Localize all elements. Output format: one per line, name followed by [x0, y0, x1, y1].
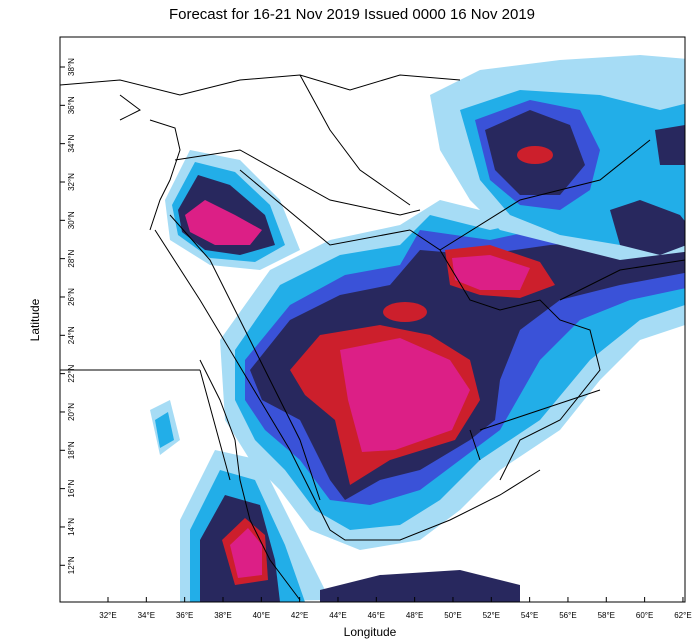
plot-area [59, 36, 686, 603]
x-axis-label: Longitude [344, 625, 397, 639]
contour [185, 200, 262, 245]
y-tick-label: 26°N [67, 288, 76, 306]
y-tick-label: 28°N [67, 249, 76, 267]
x-tick-label: 36°E [176, 611, 193, 620]
x-tick-label: 50°E [444, 611, 461, 620]
contour [383, 302, 427, 322]
y-tick-label: 38°N [67, 58, 76, 76]
x-tick-label: 52°E [483, 611, 500, 620]
x-tick-label: 58°E [598, 611, 615, 620]
contour [155, 412, 174, 448]
contour [655, 125, 685, 165]
y-axis-label: Latitude [28, 298, 42, 341]
y-tick-label: 36°N [67, 96, 76, 114]
precipitation-field [60, 55, 685, 602]
y-tick-label: 24°N [67, 326, 76, 344]
x-tick-label: 38°E [214, 611, 231, 620]
x-tick-label: 62°E [674, 611, 691, 620]
x-tick-label: 56°E [559, 611, 576, 620]
y-tick-label: 30°N [67, 211, 76, 229]
coastline [60, 74, 601, 601]
x-tick-label: 42°E [291, 611, 308, 620]
contour [340, 338, 470, 452]
y-tick-label: 22°N [67, 364, 76, 382]
axes: 32°E 34°E 36°E 38°E 40°E 42°E 44°E 46°E 48°E 50°E… [60, 58, 692, 620]
contour [452, 255, 530, 290]
x-tick-label: 34°E [138, 611, 155, 620]
y-tick-label: 34°N [67, 134, 76, 152]
map-title: Forecast for 16-21 Nov 2019 Issued 0000 … [169, 6, 535, 23]
x-tick-label: 60°E [636, 611, 653, 620]
x-tick-label: 44°E [329, 611, 346, 620]
plot-frame [59, 36, 686, 603]
x-tick-label: 32°E [99, 611, 116, 620]
y-tick-label: 32°N [67, 173, 76, 191]
y-tick-label: 14°N [67, 518, 76, 536]
contour [320, 570, 520, 602]
y-tick-label: 12°N [67, 556, 76, 574]
contour [230, 528, 262, 578]
x-tick-label: 46°E [368, 611, 385, 620]
y-tick-label: 18°N [67, 441, 76, 459]
x-tick-label: 48°E [406, 611, 423, 620]
contour [610, 200, 685, 255]
country-border [60, 74, 685, 481]
y-tick-label: 20°N [67, 403, 76, 421]
x-tick-label: 40°E [253, 611, 270, 620]
y-tick-label: 16°N [67, 479, 76, 497]
contour [517, 146, 553, 164]
x-tick-label: 54°E [521, 611, 538, 620]
